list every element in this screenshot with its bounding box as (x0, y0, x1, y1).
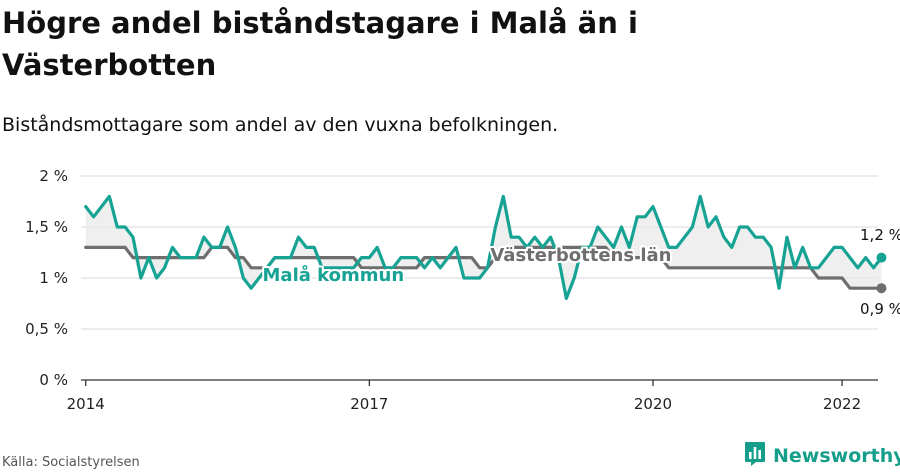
end-value-label-mala: 1,2 % (860, 226, 900, 244)
x-tick-label: 2014 (67, 395, 105, 413)
y-tick-label: 0,5 % (25, 320, 68, 338)
y-tick-labels: 0 % 0,5 % 1 % 1,5 % 2 % (25, 167, 68, 389)
series-label-mala: Malå kommun (263, 264, 405, 286)
y-tick-label: 0 % (39, 371, 68, 389)
end-value-label-vb: 0,9 % (860, 300, 900, 318)
x-tick-label: 2022 (823, 395, 861, 413)
brand-name: Newsworthy (773, 445, 900, 467)
series-line-mala (84, 194, 884, 300)
y-tick-label: 2 % (39, 167, 68, 185)
newsworthy-logo-icon (744, 441, 766, 471)
gap-fill (85, 196, 882, 299)
gap-area (85, 196, 882, 299)
y-tick-label: 1,5 % (25, 218, 68, 236)
x-axis: 2014 2017 2020 2022 (67, 379, 878, 413)
chart-subtitle: Biståndsmottagare som andel av den vuxna… (2, 114, 559, 136)
series-labels: Malå kommun Västerbottens län 1,2 % 0,9 % (261, 226, 900, 318)
brand-logo[interactable]: Newsworthy (744, 442, 900, 470)
x-tick-label: 2017 (350, 395, 388, 413)
series-end-marker-mala (876, 252, 887, 263)
x-tick-label: 2020 (634, 395, 672, 413)
source-note: Källa: Socialstyrelsen (2, 455, 140, 470)
chart-title: Högre andel biståndstagare i Malå än i V… (2, 6, 638, 82)
series-lines (84, 194, 887, 300)
series-label-vb: Västerbottens län (490, 245, 671, 266)
y-tick-label: 1 % (39, 269, 68, 287)
series-end-marker-vb (876, 283, 887, 294)
